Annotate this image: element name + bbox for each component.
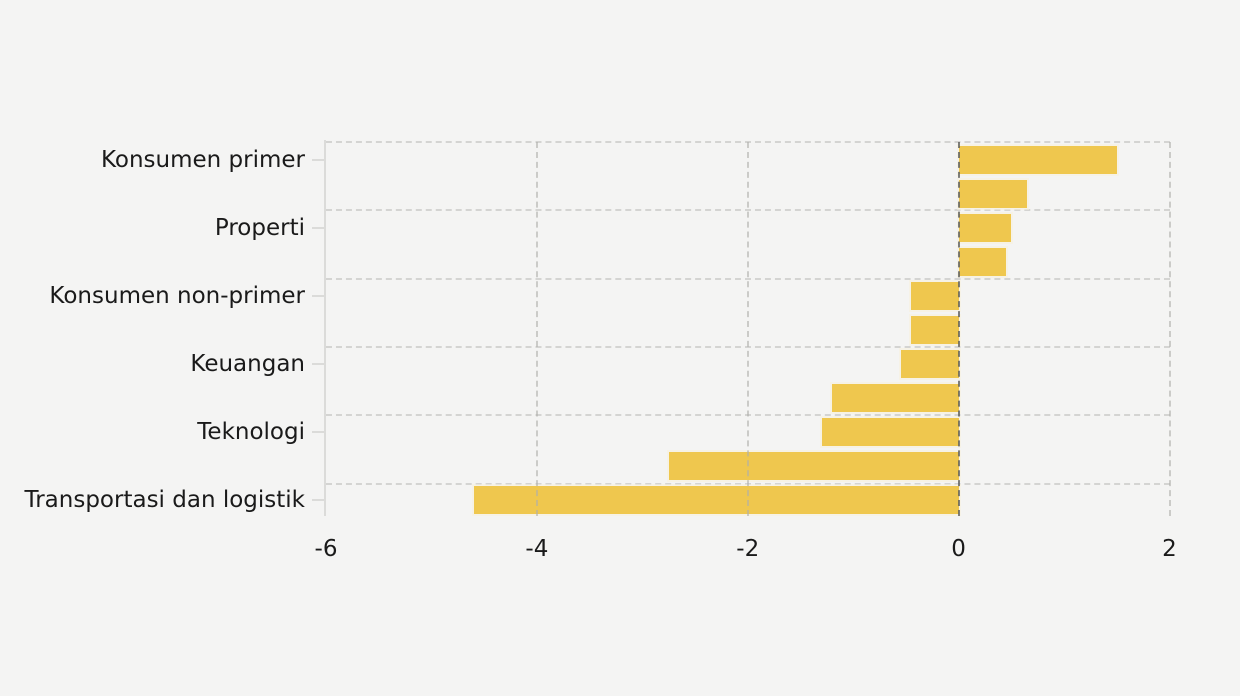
y-axis-tick [312,499,326,501]
bar [958,180,1028,208]
vertical-gridline [1168,142,1171,516]
x-tick-label: -4 [525,536,549,562]
bar [958,214,1012,242]
zero-line [957,142,960,516]
category-label: Teknologi [197,419,305,445]
bar [958,146,1117,174]
bar [900,350,959,378]
y-axis-line [324,140,326,516]
category-label: Keuangan [190,351,305,377]
y-axis-tick [312,431,326,433]
y-axis-tick [312,363,326,365]
bar [911,282,959,310]
bar [832,384,959,412]
category-label: Transportasi dan logistik [24,487,305,513]
vertical-gridline [535,142,538,516]
bar [668,452,959,480]
x-tick-label: 2 [1162,536,1177,562]
y-axis-tick [312,159,326,161]
x-tick-label: 0 [951,536,966,562]
category-label: Konsumen non-primer [49,283,305,309]
bar [821,418,959,446]
x-tick-label: -2 [736,536,760,562]
bar [473,486,959,514]
category-label: Properti [214,215,305,241]
y-axis-tick [312,227,326,229]
y-axis-tick [312,295,326,297]
bar [911,316,959,344]
bar [958,248,1007,276]
x-tick-label: -6 [314,536,338,562]
vertical-gridline [746,142,749,516]
category-label: Konsumen primer [100,147,305,173]
